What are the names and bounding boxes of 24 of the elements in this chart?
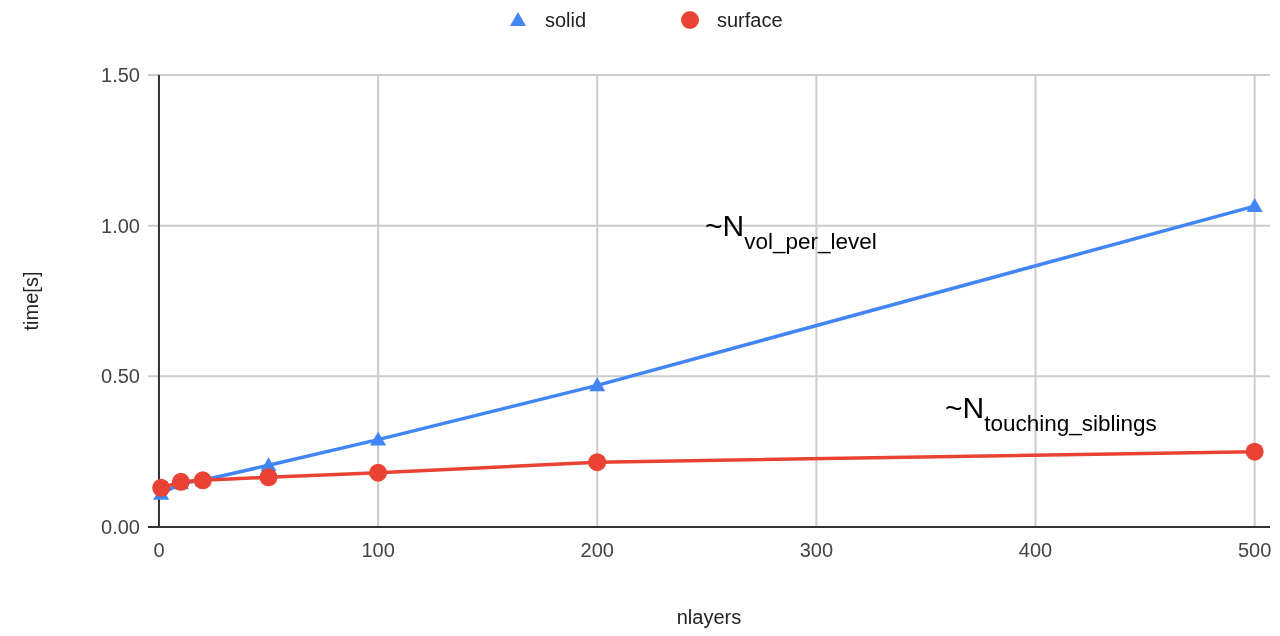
point [1246,198,1263,213]
x-tick-label: 200 [580,539,614,561]
y-tick-label: 1.50 [101,64,140,86]
x-tick-label: 500 [1237,539,1272,561]
point [588,453,607,472]
point [152,478,171,497]
x-tick-label: 400 [1018,539,1053,561]
x-axis-title: nlayers [676,606,742,628]
point [369,463,388,482]
point [589,377,606,392]
y-tick-label: 0.50 [101,365,140,388]
y-tick-label: 0.00 [101,516,140,538]
y-tick-label: 1.00 [101,214,140,237]
x-tick-label: 300 [799,539,834,561]
annotation: ~N$_{touching_siblings}$ [945,391,1157,436]
x-tick-label: 0 [153,539,165,561]
x-tick-label: 100 [361,539,395,561]
annotation: ~N$_{vol_per_level}$ [705,209,877,254]
point [259,468,278,487]
point [1245,442,1264,461]
y-axis-title: time[s] [20,271,42,331]
legend-label: surface [717,9,783,31]
legend-label: solid [545,9,587,31]
point [370,431,387,446]
